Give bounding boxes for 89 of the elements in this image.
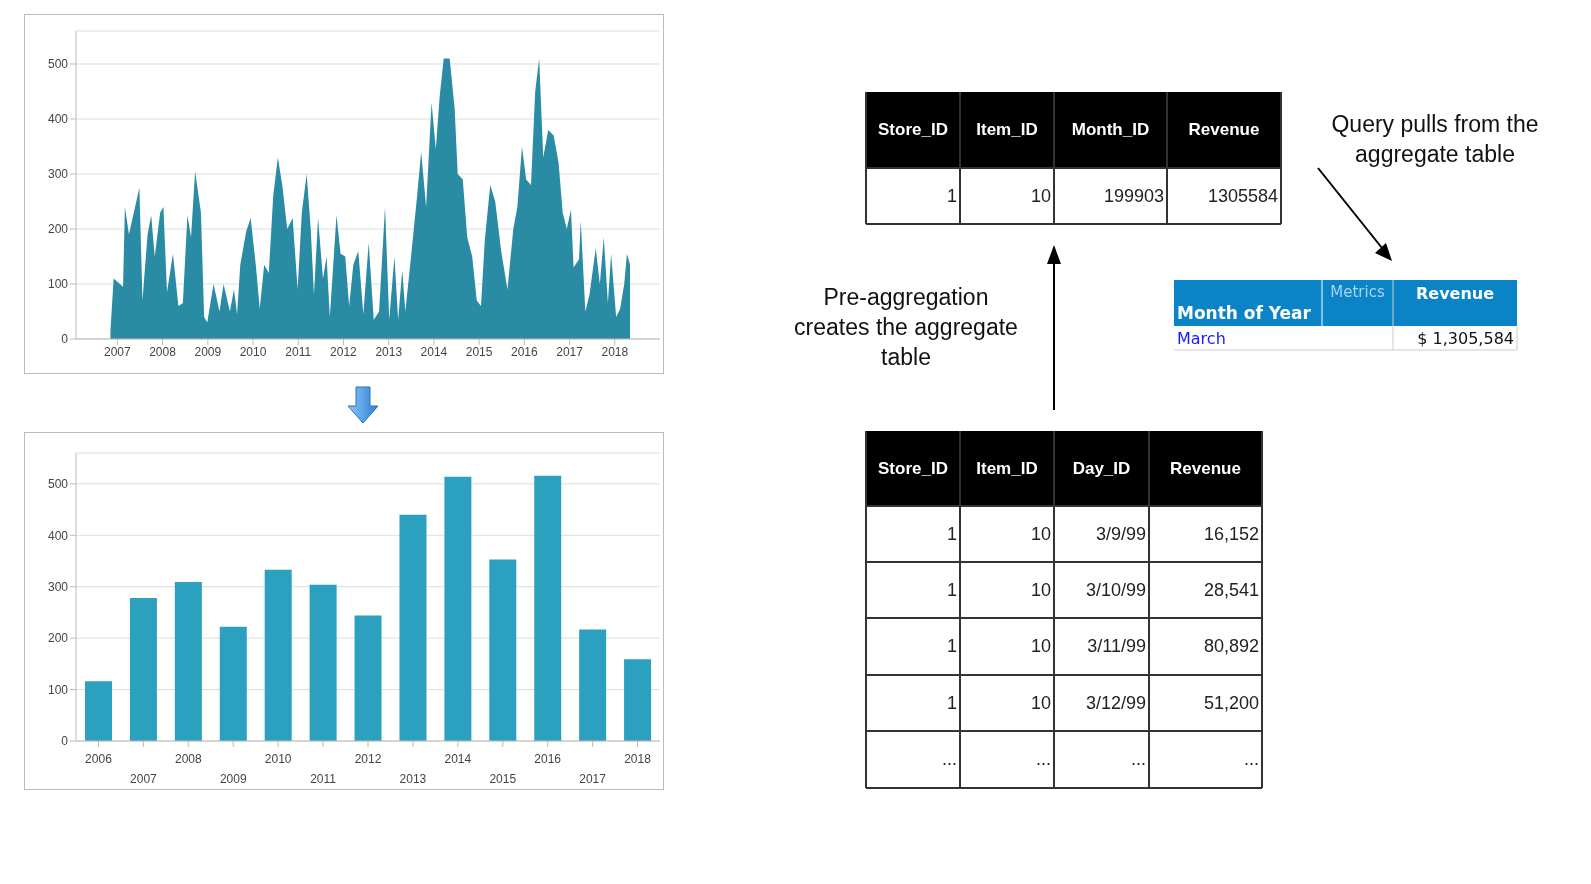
x-tick-label: 2013 bbox=[375, 344, 403, 359]
text: 1 bbox=[866, 562, 960, 618]
text: Query pulls from the aggregate table bbox=[1330, 110, 1540, 169]
y-tick-label: 300 bbox=[47, 167, 69, 182]
y-tick-label: 300 bbox=[47, 579, 69, 594]
bar bbox=[534, 475, 562, 741]
x-tick-label: 2018 bbox=[601, 344, 629, 359]
x-tick-label: 2011 bbox=[310, 772, 337, 786]
text: ... bbox=[866, 731, 960, 788]
text: March bbox=[1176, 327, 1227, 350]
x-tick-label: 2013 bbox=[399, 772, 427, 786]
text: 199903 bbox=[1054, 168, 1167, 224]
y-tick-label: 100 bbox=[47, 682, 69, 697]
y-tick-label: 100 bbox=[47, 277, 69, 292]
x-tick-label: 2014 bbox=[444, 752, 472, 766]
bar bbox=[354, 615, 382, 741]
bar bbox=[444, 476, 472, 741]
text: 3/11/99 bbox=[1054, 618, 1149, 675]
text: Item_ID bbox=[960, 431, 1054, 506]
x-tick-label: 2012 bbox=[354, 752, 382, 766]
y-tick-label: 0 bbox=[61, 332, 69, 347]
y-tick-label: 0 bbox=[61, 734, 69, 749]
bar bbox=[174, 582, 202, 741]
x-tick-label: 2008 bbox=[149, 344, 177, 359]
y-tick-label: 200 bbox=[47, 631, 69, 646]
text: 16,152 bbox=[1149, 506, 1262, 562]
x-tick-label: 2017 bbox=[579, 772, 607, 786]
x-tick-label: 2009 bbox=[194, 344, 222, 359]
y-tick-label: 400 bbox=[47, 112, 69, 127]
text: Item_ID bbox=[960, 92, 1054, 168]
text: 3/12/99 bbox=[1054, 675, 1149, 731]
bar bbox=[579, 629, 607, 741]
text: 51,200 bbox=[1149, 675, 1262, 731]
text: ... bbox=[1149, 731, 1262, 788]
x-tick-label: 2008 bbox=[174, 752, 202, 766]
text: 10 bbox=[960, 618, 1054, 675]
text: 10 bbox=[960, 506, 1054, 562]
x-tick-label: 2012 bbox=[330, 344, 358, 359]
x-tick-label: 2015 bbox=[489, 772, 517, 786]
bar bbox=[399, 514, 427, 741]
x-tick-label: 2016 bbox=[534, 752, 562, 766]
bar bbox=[264, 569, 292, 741]
x-tick-label: 2007 bbox=[104, 344, 132, 359]
text: 3/10/99 bbox=[1054, 562, 1149, 618]
x-tick-label: 2018 bbox=[624, 752, 652, 766]
bar bbox=[85, 681, 112, 741]
text: Revenue bbox=[1414, 282, 1496, 305]
x-tick-label: 2007 bbox=[130, 772, 158, 786]
text: Month of Year bbox=[1176, 302, 1312, 325]
text: 1 bbox=[866, 168, 960, 224]
text: 3/9/99 bbox=[1054, 506, 1149, 562]
text: 10 bbox=[960, 562, 1054, 618]
x-tick-label: 2017 bbox=[556, 344, 584, 359]
y-tick-label: 500 bbox=[47, 477, 69, 492]
bar bbox=[219, 626, 247, 741]
text: 28,541 bbox=[1149, 562, 1262, 618]
x-tick-label: 2006 bbox=[85, 752, 113, 766]
x-tick-label: 2011 bbox=[285, 344, 312, 359]
y-tick-label: 400 bbox=[47, 528, 69, 543]
x-tick-label: 2010 bbox=[264, 752, 292, 766]
bar bbox=[489, 559, 517, 741]
y-tick-label: 200 bbox=[47, 222, 69, 237]
bar bbox=[309, 584, 337, 741]
text: 10 bbox=[960, 675, 1054, 731]
text: Metrics bbox=[1329, 282, 1386, 303]
text: Month_ID bbox=[1054, 92, 1167, 168]
text: Pre-aggregation creates the aggregate table bbox=[793, 283, 1019, 372]
x-tick-label: 2014 bbox=[420, 344, 448, 359]
y-tick-label: 500 bbox=[47, 57, 69, 72]
text: Day_ID bbox=[1054, 431, 1149, 506]
text: Revenue bbox=[1167, 92, 1281, 168]
text: 1 bbox=[866, 506, 960, 562]
text: 1305584 bbox=[1167, 168, 1281, 224]
text: 80,892 bbox=[1149, 618, 1262, 675]
x-tick-label: 2016 bbox=[510, 344, 538, 359]
bar bbox=[624, 659, 652, 741]
x-tick-label: 2010 bbox=[239, 344, 267, 359]
text: Revenue bbox=[1149, 431, 1262, 506]
text: Store_ID bbox=[866, 431, 960, 506]
text: 1 bbox=[866, 618, 960, 675]
text: Store_ID bbox=[866, 92, 960, 168]
text: 10 bbox=[960, 168, 1054, 224]
text: ... bbox=[960, 731, 1054, 788]
text: 1 bbox=[866, 675, 960, 731]
bar bbox=[129, 598, 157, 741]
x-tick-label: 2015 bbox=[465, 344, 493, 359]
text: ... bbox=[1054, 731, 1149, 788]
text: $ 1,305,584 bbox=[1416, 327, 1515, 350]
x-tick-label: 2009 bbox=[219, 772, 247, 786]
